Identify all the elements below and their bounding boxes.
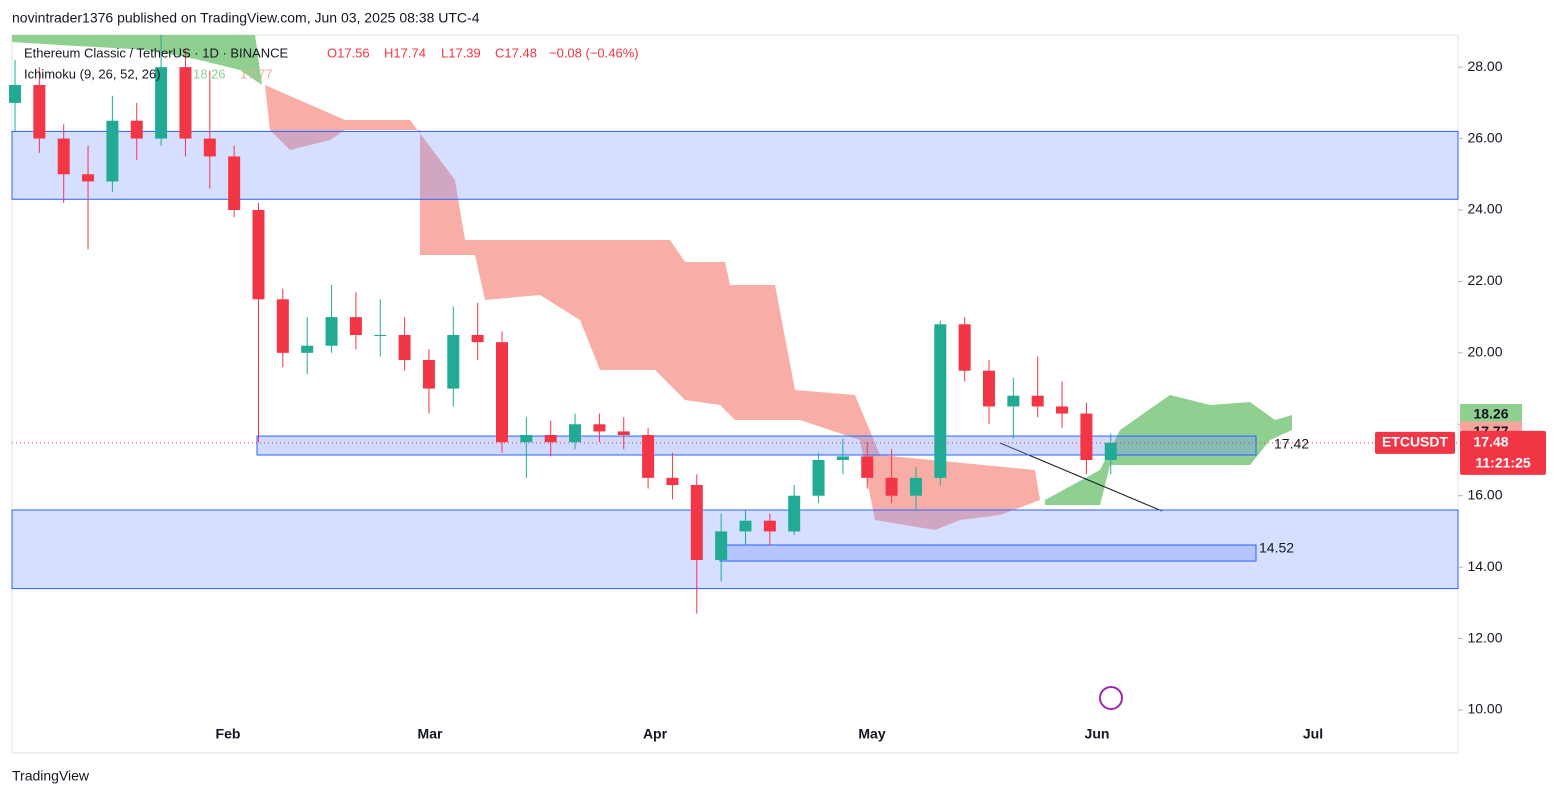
candle-body: [861, 456, 874, 478]
candle-body: [1104, 442, 1117, 460]
candle-body: [349, 317, 362, 335]
y-tick-label: 10.00: [1467, 701, 1502, 717]
candle-body: [569, 424, 582, 443]
x-tick-label: May: [858, 726, 885, 742]
candle-body: [1031, 395, 1044, 407]
candle-body: [471, 335, 484, 343]
y-tick-label: 24.00: [1467, 201, 1502, 217]
candle-body: [690, 485, 703, 560]
candle-body: [934, 324, 947, 478]
candle-body: [909, 477, 922, 496]
candle-body: [57, 138, 70, 175]
ohlc-low: L17.39: [441, 45, 481, 60]
x-tick-label: Apr: [643, 726, 668, 742]
candle-body: [739, 520, 752, 532]
candle-body: [983, 370, 995, 407]
lead-a-label: 18.26: [1473, 406, 1508, 422]
candle-body: [666, 477, 679, 485]
trend-line: [999, 442, 1163, 512]
ohlc-change: −0.08 (−0.46%): [549, 45, 639, 60]
event-icon: [1099, 686, 1123, 710]
candle-body: [1080, 413, 1093, 460]
price-box: [1460, 430, 1546, 475]
y-tick-label: 20.00: [1467, 344, 1502, 360]
level-label: 17.42: [1274, 436, 1309, 452]
candle-body: [130, 120, 143, 139]
y-tick-label: 26.00: [1467, 129, 1502, 145]
candle-body: [617, 431, 630, 435]
candle-body: [374, 335, 387, 336]
x-tick-label: Jun: [1085, 726, 1110, 742]
x-tick-label: Mar: [418, 726, 443, 742]
candle-body: [422, 360, 435, 389]
symbol-box: [1375, 431, 1455, 454]
candle-body: [33, 85, 46, 139]
published-note: novintrader1376 published on TradingView…: [12, 10, 480, 26]
candle-body: [179, 67, 192, 139]
candle-body: [82, 174, 95, 182]
candle-body: [203, 138, 216, 157]
indicator-lead-a: 18.26: [193, 66, 226, 81]
cloud-bearish: [265, 85, 1040, 530]
candle-body: [836, 456, 849, 460]
candle-body: [642, 435, 655, 478]
candle-body: [325, 317, 338, 346]
symbol-title: Ethereum Classic / TetherUS · 1D · BINAN…: [24, 45, 288, 60]
ohlc-open: O17.56: [327, 45, 370, 60]
candle-body: [9, 85, 21, 103]
cloud-bullish-early: [12, 35, 262, 85]
candle-body: [1007, 395, 1020, 407]
y-tick-label: 14.00: [1467, 558, 1502, 574]
candle-body: [763, 520, 776, 532]
zone: [11, 509, 1459, 590]
candle-body: [106, 120, 119, 182]
lead-a-box: [1460, 404, 1522, 426]
y-tick-label: 16.00: [1467, 486, 1502, 502]
countdown-label: 11:21:25: [1475, 455, 1530, 471]
candle-body: [885, 477, 898, 496]
symbol-label: ETCUSDT: [1382, 434, 1449, 450]
x-tick-label: Jul: [1303, 726, 1323, 742]
candle-body: [447, 335, 460, 389]
candle-body: [520, 435, 533, 443]
candle-body: [1056, 406, 1069, 414]
candle-body: [252, 210, 265, 300]
x-tick-label: Feb: [216, 726, 241, 742]
zone: [11, 130, 1459, 200]
ohlc-close: C17.48: [495, 45, 537, 60]
y-tick-label: 28.00: [1467, 58, 1502, 74]
brand: TradingView: [12, 768, 90, 784]
candle-body: [812, 460, 825, 496]
y-tick-label: 12.00: [1467, 629, 1502, 645]
indicator-name: Ichimoku (9, 26, 52, 26): [24, 66, 161, 81]
cloud-bullish: [1045, 395, 1292, 505]
indicator-lead-b: 17.77: [240, 66, 273, 81]
candle-body: [958, 324, 971, 371]
candle-body: [715, 531, 728, 560]
candle-body: [544, 435, 557, 443]
candle-body: [276, 299, 289, 353]
candle-body: [593, 424, 606, 432]
candle-body: [496, 342, 508, 443]
level-label: 14.52: [1259, 539, 1294, 555]
candle-body: [155, 67, 168, 139]
y-tick-label: 22.00: [1467, 272, 1502, 288]
level-box: [719, 544, 1257, 562]
candle-body: [301, 345, 314, 353]
ohlc-high: H17.74: [384, 45, 426, 60]
candle-body: [398, 335, 411, 360]
price-label: 17.48: [1473, 434, 1508, 450]
candle-body: [788, 495, 801, 532]
candle-body: [228, 156, 241, 210]
